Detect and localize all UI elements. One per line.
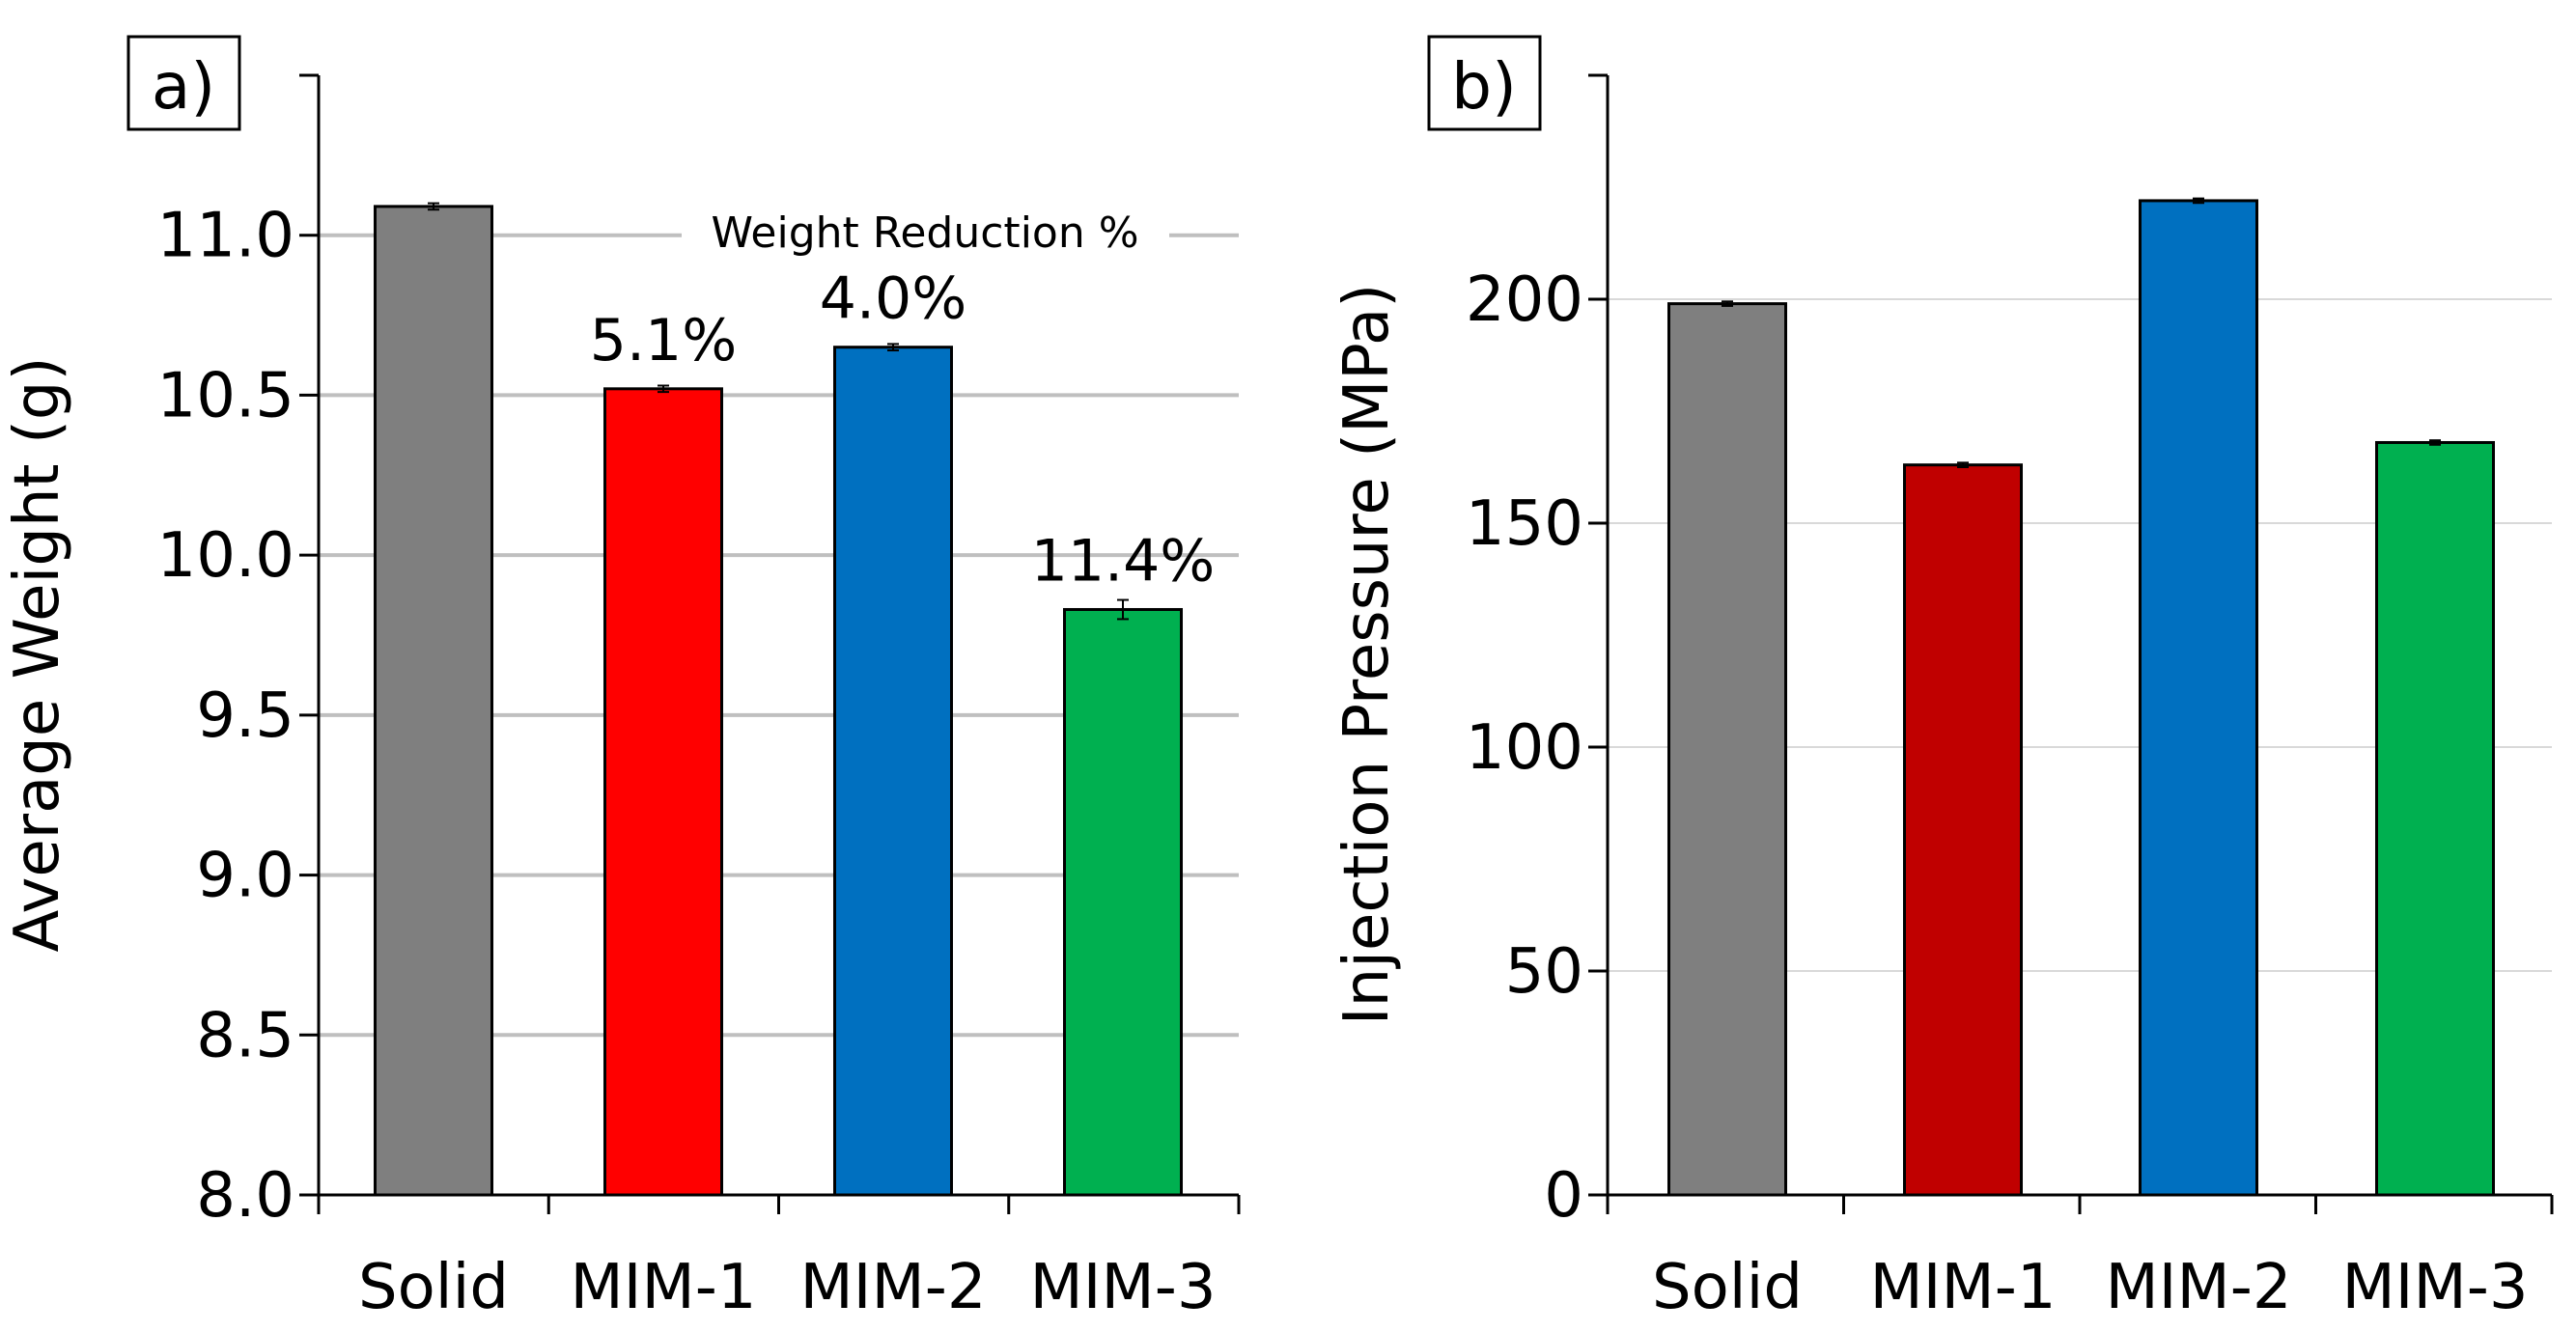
bar-mim-3 bbox=[2375, 440, 2495, 1197]
x-tick-label: MIM-3 bbox=[1029, 1252, 1216, 1323]
y-tick-label: 8.5 bbox=[196, 1000, 294, 1071]
panel-b-pressure-chart: 0 50 100 150 200 Solid MIM-1 MIM-2 MIM-3 Injectio… bbox=[1331, 35, 2554, 1323]
y-axis-title: Injection Pressure (MPa) bbox=[1331, 284, 1403, 1025]
bar-mim-2 bbox=[833, 346, 953, 1197]
bar-mim-2 bbox=[2139, 199, 2258, 1197]
panel-label-box bbox=[126, 35, 241, 131]
y-tick-label: 10.5 bbox=[157, 360, 295, 431]
y-axis-title: Average Weight (g) bbox=[2, 356, 73, 952]
y-tick-label: 50 bbox=[1505, 936, 1583, 1008]
y-tick-label: 8.0 bbox=[196, 1160, 294, 1232]
x-tick-label: MIM-2 bbox=[799, 1252, 986, 1323]
bar-mim-3 bbox=[1063, 607, 1183, 1197]
annotation-title-background bbox=[682, 205, 1169, 261]
data-label: 5.1% bbox=[590, 307, 737, 375]
panel-a-weight-chart: 8.0 8.5 9.0 9.5 10.0 10.5 11.0 Solid MIM-1 MIM-2 M… bbox=[2, 35, 1241, 1323]
panel-label-box bbox=[1427, 35, 1542, 131]
panel-label: a) bbox=[152, 49, 215, 124]
y-tick-label: 9.0 bbox=[196, 841, 294, 912]
y-tick-label: 100 bbox=[1466, 712, 1583, 784]
y-tick-label: 10.0 bbox=[157, 520, 295, 592]
bar-solid bbox=[1667, 302, 1787, 1197]
y-tick-label: 0 bbox=[1544, 1160, 1583, 1232]
y-tick-label: 150 bbox=[1466, 488, 1583, 560]
x-tick-label: MIM-3 bbox=[2341, 1252, 2528, 1323]
x-tick-label: MIM-1 bbox=[1869, 1252, 2056, 1323]
bar-mim-1 bbox=[603, 387, 723, 1197]
x-tick-label: MIM-1 bbox=[570, 1252, 756, 1323]
y-tick-label: 9.5 bbox=[196, 680, 294, 752]
x-tick-label: Solid bbox=[1652, 1252, 1803, 1323]
y-tick-label: 11.0 bbox=[157, 201, 295, 272]
x-tick-label: Solid bbox=[358, 1252, 509, 1323]
bar-mim-1 bbox=[1903, 463, 2023, 1197]
y-tick-label: 200 bbox=[1466, 264, 1583, 336]
annotation-title: Weight Reduction % bbox=[711, 208, 1138, 258]
data-label: 4.0% bbox=[820, 265, 966, 333]
x-tick-label: MIM-2 bbox=[2105, 1252, 2291, 1323]
bar-solid bbox=[374, 205, 493, 1197]
data-label: 11.4% bbox=[1031, 527, 1216, 595]
panel-label: b) bbox=[1451, 49, 1517, 124]
